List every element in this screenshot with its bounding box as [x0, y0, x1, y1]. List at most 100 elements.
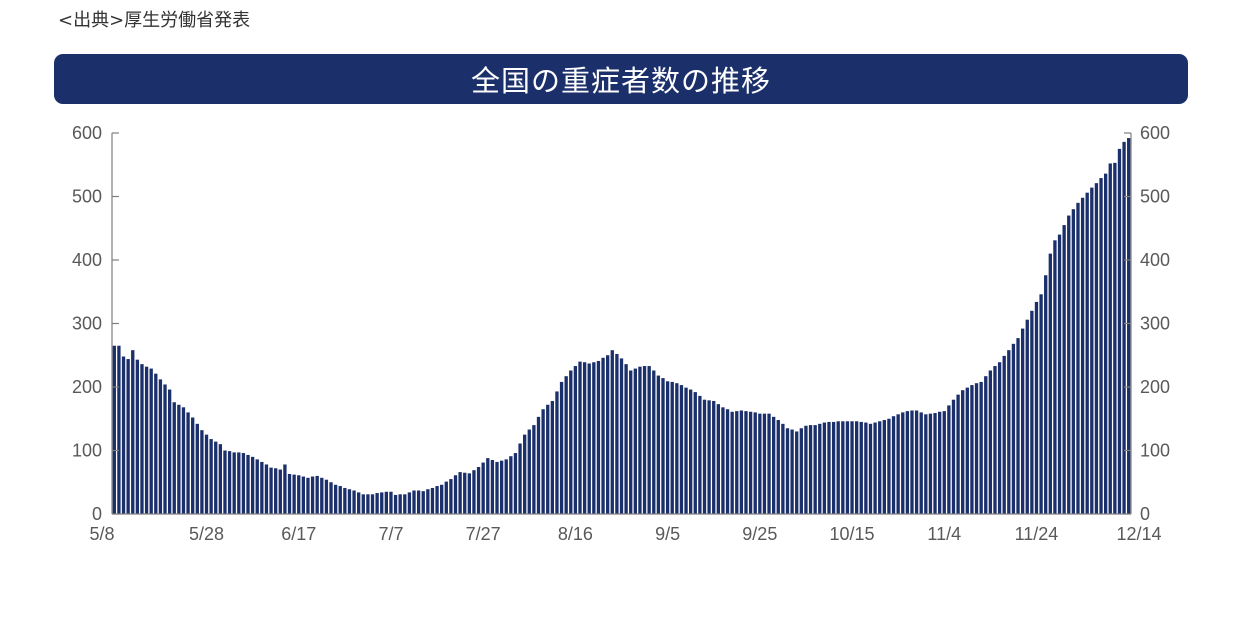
bar: [181, 407, 186, 514]
bar: [218, 444, 223, 514]
bar: [523, 434, 527, 515]
bar: [1057, 234, 1062, 514]
bar: [725, 409, 730, 514]
bar: [227, 451, 232, 514]
bar: [730, 411, 734, 514]
bar: [854, 421, 859, 514]
bar: [961, 390, 965, 514]
bar: [1039, 294, 1043, 514]
bar: [209, 439, 213, 514]
bar: [988, 370, 993, 514]
bar: [112, 345, 116, 514]
bar: [901, 412, 905, 514]
x-tick-label: 6/17: [281, 524, 316, 544]
bar: [997, 362, 1002, 514]
bar: [601, 357, 605, 514]
bar: [735, 411, 739, 514]
bar: [712, 400, 716, 514]
y-tick-label-left: 300: [72, 314, 102, 334]
bar: [131, 350, 135, 514]
bar: [149, 368, 153, 514]
bar: [928, 413, 933, 514]
bar: [546, 404, 550, 514]
bar: [679, 385, 684, 514]
bar: [744, 411, 748, 514]
bar: [592, 362, 596, 514]
x-tick-label: 11/24: [1015, 524, 1059, 544]
bar: [255, 459, 259, 514]
bar: [873, 422, 877, 514]
bar: [435, 486, 439, 514]
bar: [352, 490, 356, 514]
bar: [260, 461, 264, 514]
bar: [287, 474, 292, 514]
bar: [564, 376, 568, 514]
bar: [490, 460, 495, 514]
y-tick-label-left: 100: [72, 441, 102, 461]
bar: [758, 413, 762, 514]
bar: [868, 423, 873, 514]
bar: [315, 475, 319, 514]
bar: [527, 429, 531, 514]
bar: [559, 381, 564, 514]
bar: [767, 413, 771, 514]
bar: [1048, 253, 1052, 514]
bar: [121, 356, 126, 514]
bar: [269, 467, 273, 514]
bar: [642, 366, 647, 514]
bar: [914, 410, 919, 514]
bar: [1030, 310, 1034, 514]
bar: [126, 359, 130, 514]
bar: [393, 494, 398, 514]
bar: [324, 479, 329, 514]
y-tick-label-left: 200: [72, 377, 102, 397]
bar: [1103, 173, 1108, 514]
bar: [278, 469, 282, 514]
bar: [1113, 162, 1117, 514]
bar: [1076, 202, 1080, 514]
bar: [518, 443, 522, 514]
bar: [970, 385, 974, 514]
x-tick-label: 12/14: [1116, 524, 1161, 544]
bar: [463, 472, 467, 514]
bar: [426, 489, 430, 514]
bar: [186, 412, 190, 514]
bar: [329, 482, 333, 514]
bar: [320, 477, 324, 514]
chart-title: 全国の重症者数の推移: [470, 64, 771, 98]
bar: [818, 423, 822, 514]
y-tick-label-right: 500: [1140, 187, 1170, 207]
bar: [481, 462, 485, 514]
bar: [638, 366, 642, 514]
bar: [850, 421, 854, 514]
bar: [836, 421, 840, 514]
bar: [154, 373, 158, 514]
bar: [1034, 301, 1039, 514]
bar: [163, 384, 167, 514]
bar: [440, 484, 444, 514]
y-tick-label-left: 400: [72, 250, 102, 270]
bar: [310, 476, 315, 514]
bar: [619, 358, 624, 514]
x-tick-label: 5/8: [89, 524, 114, 544]
bar: [859, 421, 863, 514]
bar: [748, 411, 753, 514]
bar: [223, 450, 227, 514]
bar: [707, 400, 711, 514]
bar: [495, 461, 499, 514]
bar: [486, 458, 490, 514]
bar: [241, 453, 246, 514]
bar: [1011, 343, 1016, 514]
bar: [444, 481, 448, 514]
bar: [509, 456, 513, 514]
bar: [633, 368, 637, 514]
bar: [606, 355, 610, 514]
bar: [1085, 192, 1089, 514]
bar: [587, 363, 591, 514]
x-tick-label: 8/16: [558, 524, 593, 544]
bar: [573, 366, 578, 514]
bar: [283, 464, 287, 514]
bar: [974, 383, 979, 514]
y-tick-label-right: 200: [1140, 377, 1170, 397]
bar: [117, 345, 121, 514]
